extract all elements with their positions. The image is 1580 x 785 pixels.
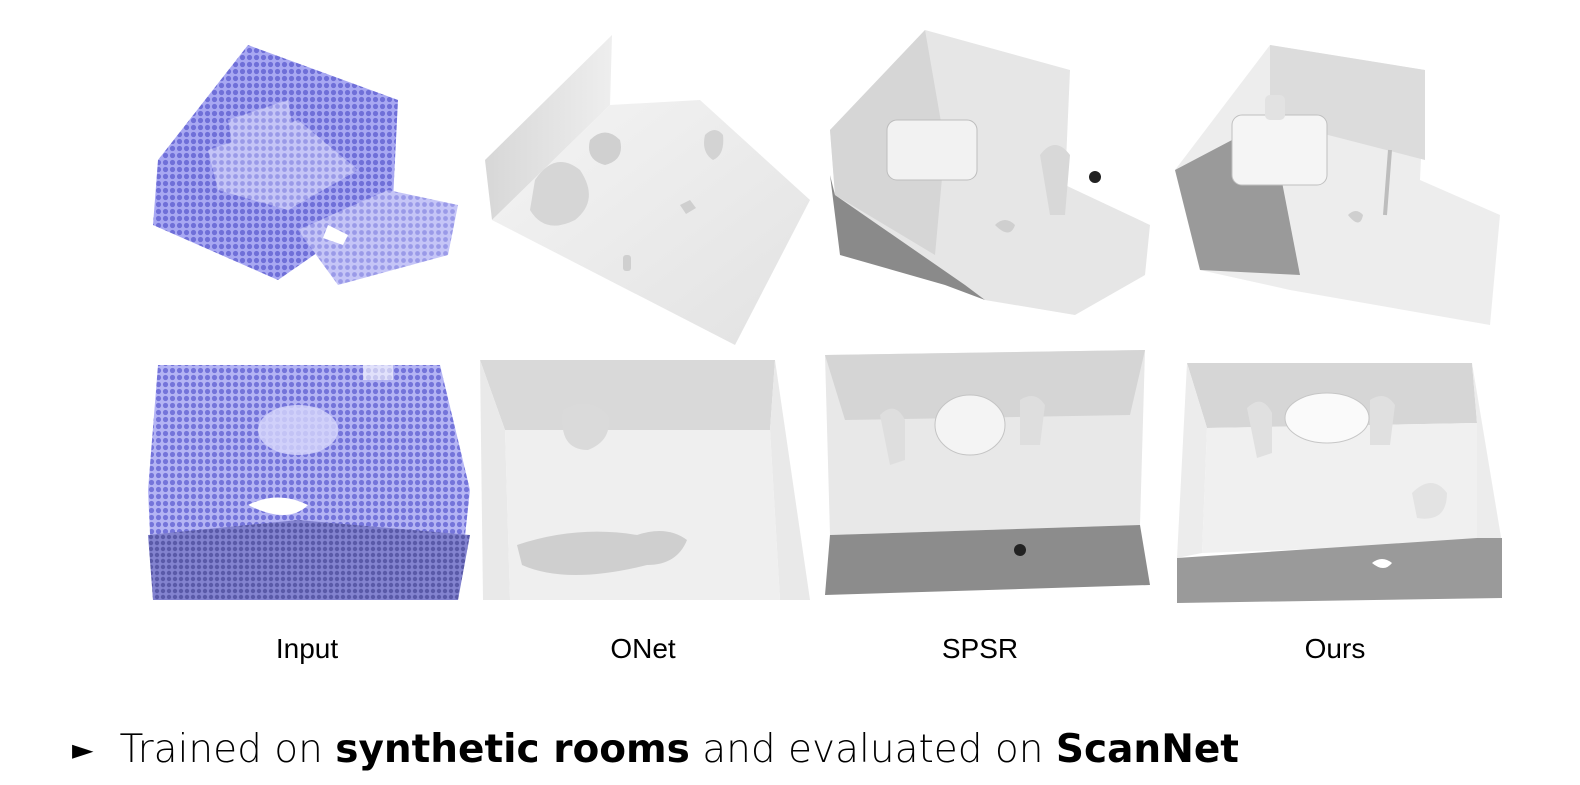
caption-text: Trained on synthetic rooms and evaluated… [120,727,1239,772]
caption-part-3: and evaluated on [689,726,1056,772]
onet-mesh-room1 [480,30,815,350]
caption-bullet: ► Trained on synthetic rooms and evaluat… [72,724,1239,774]
caption-part-1: Trained on [119,726,336,772]
spsr-mesh-room2 [820,345,1155,600]
input-pointcloud-room2 [148,360,470,605]
ours-mesh-room1 [1170,40,1505,330]
column-label-spsr: SPSR [941,633,1019,664]
column-label-ours: Ours [1304,633,1366,664]
caption-part-4-bold: ScanNet [1055,726,1239,772]
bullet-triangle-icon: ► [72,732,94,766]
ours-mesh-room2 [1172,358,1507,613]
caption-part-2-bold: synthetic rooms [335,726,690,772]
column-label-input: Input [275,633,339,664]
input-pointcloud-room1 [148,40,468,290]
column-label-onet: ONet [610,633,676,664]
spsr-mesh-room1 [825,25,1155,320]
onet-mesh-room2 [475,355,813,607]
